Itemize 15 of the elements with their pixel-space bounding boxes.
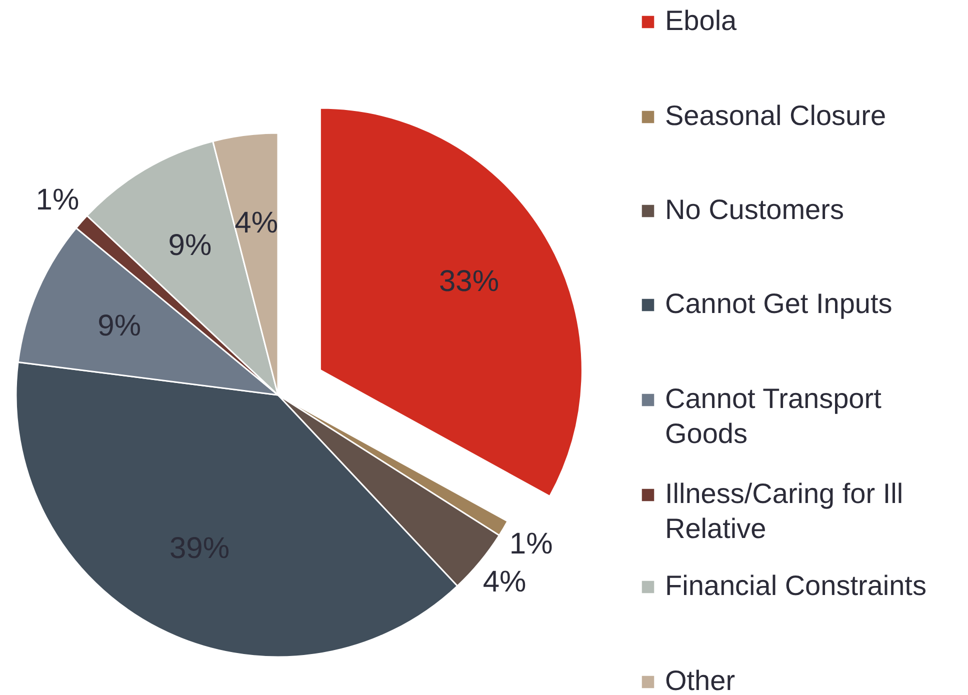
data-label: 4% — [234, 206, 278, 240]
data-label: 4% — [482, 565, 526, 598]
legend-label: Seasonal Closure — [665, 100, 886, 131]
legend-label: Other — [665, 665, 736, 695]
legend-label: Financial Constraints — [665, 570, 926, 601]
data-label: 9% — [168, 229, 212, 262]
legend-label: Illness/Caring for Ill Relative — [665, 478, 904, 544]
legend-label: No Customers — [665, 194, 844, 225]
legend-label: Ebola — [665, 5, 738, 36]
legend-label: Cannot Transport Goods — [665, 383, 882, 449]
data-label: 33% — [438, 265, 500, 298]
data-label: 1% — [36, 184, 80, 217]
data-label: 1% — [509, 528, 553, 561]
legend-label: Cannot Get Inputs — [665, 288, 892, 319]
data-label: 9% — [98, 309, 141, 342]
